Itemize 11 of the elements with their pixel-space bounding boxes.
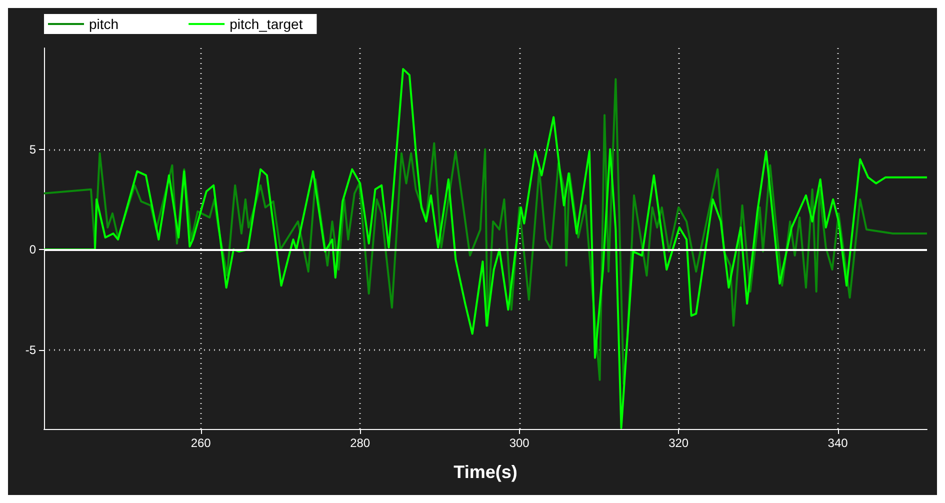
y-tick-label: 5: [29, 142, 36, 156]
y-tick-label: -5: [25, 342, 36, 357]
x-tick-label: 340: [828, 436, 848, 450]
legend-label: pitch_target: [230, 16, 303, 32]
legend-label: pitch: [89, 16, 119, 32]
y-tick-label: 0: [29, 242, 36, 257]
x-tick-label: 280: [350, 436, 370, 450]
x-axis-title: Time(s): [454, 462, 518, 482]
x-tick-label: 300: [509, 436, 530, 450]
x-tick-label: 260: [190, 436, 212, 450]
x-tick-label: 320: [668, 436, 689, 450]
